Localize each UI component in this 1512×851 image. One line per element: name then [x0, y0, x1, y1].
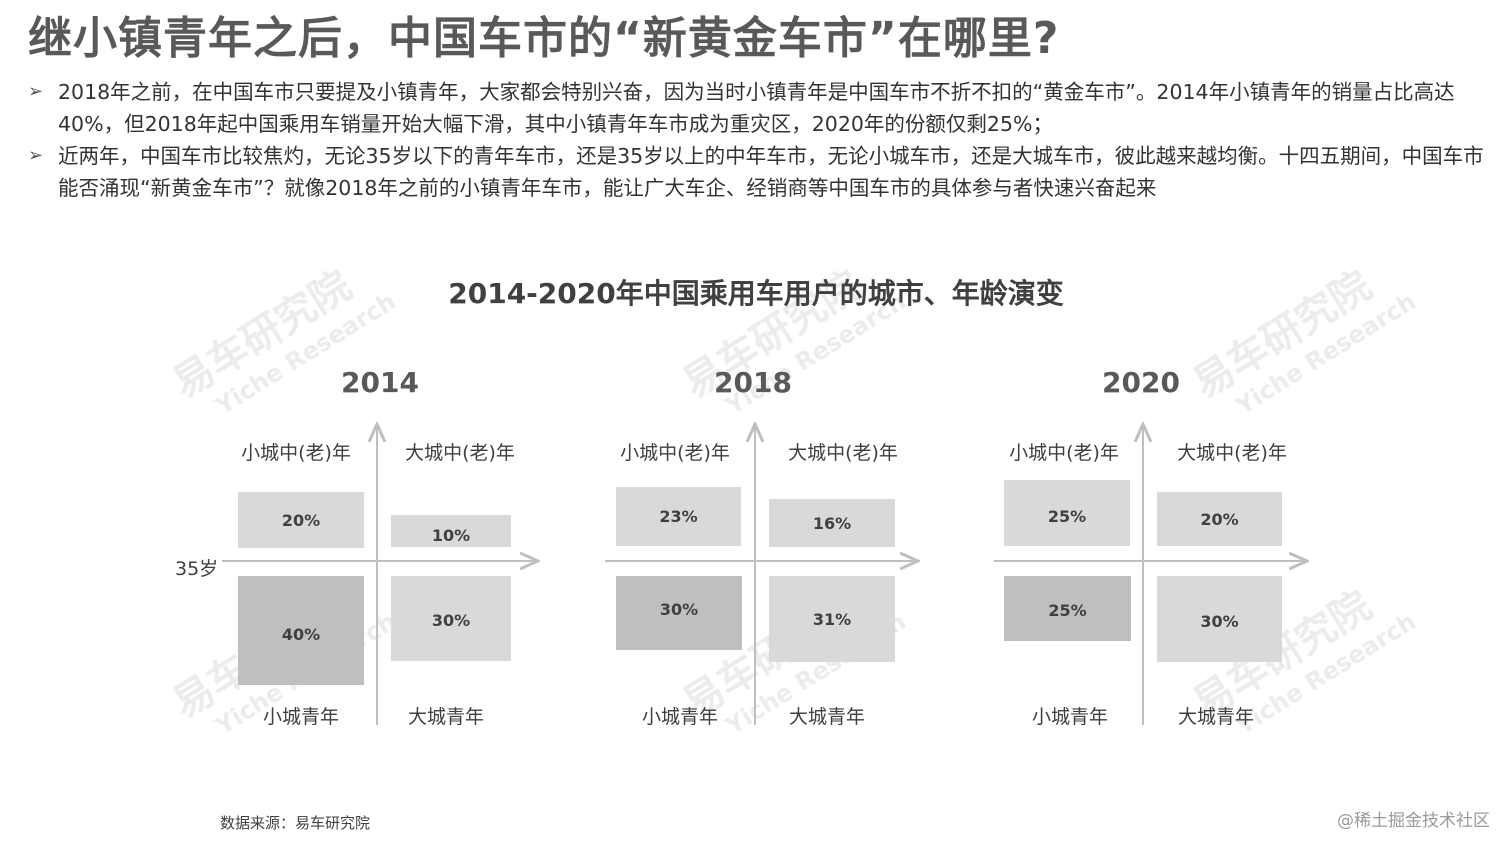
share-box-big-mid: 16% [769, 499, 895, 547]
share-box-small-young: 30% [616, 576, 742, 650]
quadrant-label-top-left: 小城中(老)年 [241, 442, 351, 464]
quadrant-label-top-right: 大城中(老)年 [405, 442, 515, 464]
year-label: 2014 [341, 366, 419, 399]
bullet-item: ➢ 近两年，中国车市比较焦灼，无论35岁以下的青年车市，还是35岁以上的中年车市… [28, 140, 1498, 204]
site-credit: @稀土掘金技术社区 [1337, 811, 1490, 831]
arrow-bullet-icon: ➢ [28, 81, 44, 102]
bullet-text: 近两年，中国车市比较焦灼，无论35岁以下的青年车市，还是35岁以上的中年车市，无… [58, 144, 1484, 200]
share-box-big-mid: 20% [1157, 492, 1282, 546]
quadrant-label-bottom-left: 小城青年 [641, 706, 719, 728]
quadrant-label-bottom-right: 大城青年 [407, 706, 485, 728]
bullet-text: 2018年之前，在中国车市只要提及小镇青年，大家都会特别兴奋，因为当时小镇青年是… [58, 80, 1455, 136]
bullet-item: ➢ 2018年之前，在中国车市只要提及小镇青年，大家都会特别兴奋，因为当时小镇青… [28, 76, 1498, 140]
year-label: 2018 [714, 366, 792, 399]
quadrant-label-top-left: 小城中(老)年 [620, 442, 730, 464]
quadrant-label-top-right: 大城中(老)年 [788, 442, 898, 464]
data-source: 数据来源：易车研究院 [220, 814, 371, 832]
quadrant-label-bottom-right: 大城青年 [788, 706, 866, 728]
year-label: 2020 [1102, 366, 1180, 399]
bullet-list: ➢ 2018年之前，在中国车市只要提及小镇青年，大家都会特别兴奋，因为当时小镇青… [28, 76, 1498, 204]
share-box-big-young: 30% [391, 576, 511, 661]
quadrant-label-bottom-left: 小城青年 [262, 706, 340, 728]
quadrant-label-top-left: 小城中(老)年 [1009, 442, 1119, 464]
share-box-small-mid: 23% [616, 487, 741, 546]
quadrant-label-top-right: 大城中(老)年 [1177, 442, 1287, 464]
share-box-big-mid: 10% [391, 515, 511, 547]
share-box-small-mid: 20% [238, 492, 364, 548]
age-axis-label: 35岁 [175, 558, 219, 580]
share-box-small-young: 25% [1004, 576, 1131, 641]
share-box-big-young: 30% [1157, 576, 1282, 662]
share-box-big-young: 31% [769, 576, 895, 662]
share-box-small-mid: 25% [1004, 480, 1130, 546]
page-title: 继小镇青年之后，中国车市的“新黄金车市”在哪里? [28, 13, 1060, 64]
chart-title: 2014-2020年中国乘用车用户的城市、年龄演变 [448, 277, 1064, 310]
arrow-bullet-icon: ➢ [28, 145, 44, 166]
quadrant-label-bottom-right: 大城青年 [1177, 706, 1255, 728]
share-box-small-young: 40% [238, 576, 364, 685]
quadrant-label-bottom-left: 小城青年 [1031, 706, 1109, 728]
